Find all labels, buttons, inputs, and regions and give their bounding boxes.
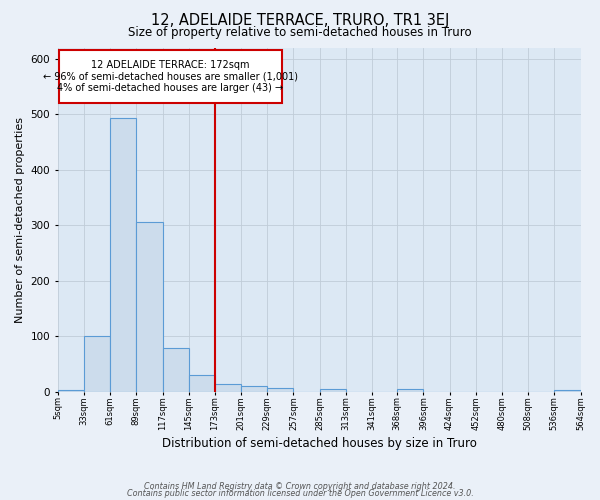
Bar <box>110 118 136 392</box>
Text: Contains public sector information licensed under the Open Government Licence v3: Contains public sector information licen… <box>127 489 473 498</box>
Bar <box>320 388 346 392</box>
Bar <box>267 388 293 392</box>
Bar <box>189 375 215 392</box>
Y-axis label: Number of semi-detached properties: Number of semi-detached properties <box>15 116 25 322</box>
Bar <box>163 348 189 392</box>
Text: 12 ADELAIDE TERRACE: 172sqm
← 96% of semi-detached houses are smaller (1,001)
4%: 12 ADELAIDE TERRACE: 172sqm ← 96% of sem… <box>43 60 298 94</box>
Text: Contains HM Land Registry data © Crown copyright and database right 2024.: Contains HM Land Registry data © Crown c… <box>144 482 456 491</box>
Bar <box>84 336 110 392</box>
Text: Size of property relative to semi-detached houses in Truro: Size of property relative to semi-detach… <box>128 26 472 39</box>
Bar <box>397 389 424 392</box>
Bar <box>554 390 581 392</box>
Text: 12, ADELAIDE TERRACE, TRURO, TR1 3EJ: 12, ADELAIDE TERRACE, TRURO, TR1 3EJ <box>151 12 449 28</box>
Bar <box>136 222 163 392</box>
FancyBboxPatch shape <box>59 50 282 103</box>
Bar <box>241 386 267 392</box>
X-axis label: Distribution of semi-detached houses by size in Truro: Distribution of semi-detached houses by … <box>162 437 476 450</box>
Bar <box>215 384 241 392</box>
Bar <box>58 390 84 392</box>
